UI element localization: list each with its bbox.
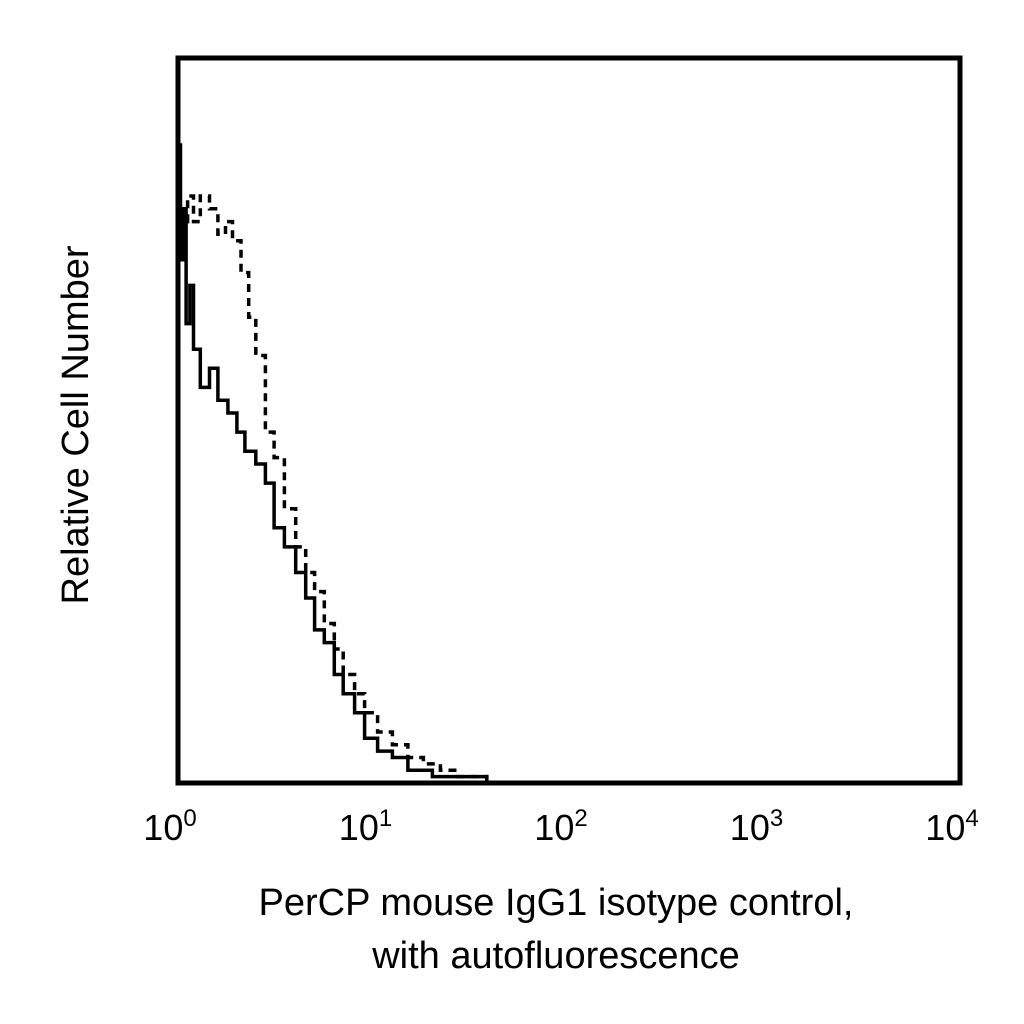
x-axis-label-line-1: PerCP mouse IgG1 isotype control, — [259, 882, 854, 924]
x-tick-label: 103 — [730, 805, 783, 848]
series-layer — [178, 143, 489, 783]
x-tick-label: 102 — [534, 805, 587, 848]
x-tick-label: 104 — [925, 805, 978, 848]
plot-frame — [175, 55, 963, 786]
series-dashed-line — [178, 194, 489, 783]
x-tick-labels: 100 101 102 103 104 — [143, 805, 978, 848]
y-axis-label: Relative Cell Number — [55, 245, 97, 604]
series-solid-line — [178, 143, 489, 783]
x-axis-label-line-2: with autofluorescence — [371, 935, 740, 977]
x-tick-label: 100 — [143, 805, 196, 848]
x-tick-label: 101 — [339, 805, 392, 848]
